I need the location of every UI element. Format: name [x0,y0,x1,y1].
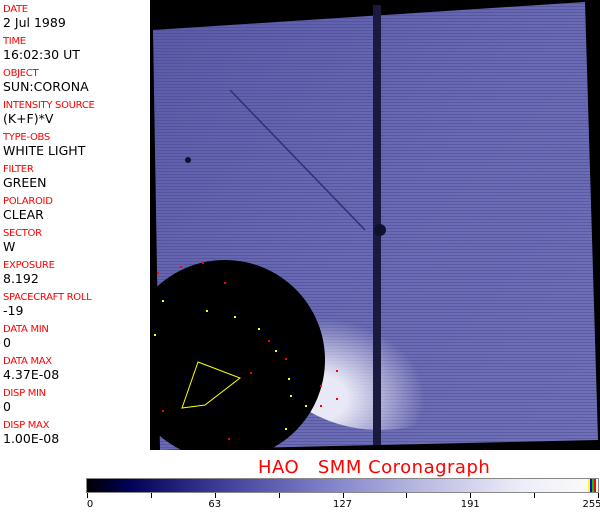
colorbar-tick [470,493,472,498]
colorbar [86,478,599,493]
field-label: DATA MAX [3,356,52,367]
field-value: 1.00E-08 [3,431,60,446]
field-label: EXPOSURE [3,260,55,271]
field-value: CLEAR [3,207,44,222]
colorbar-tick [534,493,536,498]
colorbar-end-yellow [588,479,590,492]
colorbar-end-blue [590,479,592,492]
field-label: FILTER [3,164,34,175]
field-label: INTENSITY SOURCE [3,100,95,111]
colorbar-tick-label: 0 [86,499,94,510]
field-value: 16:02:30 UT [3,47,80,62]
field-label: OBJECT [3,68,39,79]
coronagraph-image [125,0,600,460]
colorbar-tick-label: 63 [208,499,222,510]
field-label: SECTOR [3,228,42,239]
colorbar-tick [150,493,152,498]
colorbar-end-red [594,479,596,492]
colorbar-tick-label: 255 [582,499,600,510]
colorbar-tick [278,493,280,498]
sector-outline [181,361,242,409]
field-value: WHITE LIGHT [3,143,86,158]
field-value: 0 [3,399,11,414]
colorbar-end-green [592,479,594,492]
field-value: W [3,239,16,254]
field-label: DISP MAX [3,420,50,431]
field-value: GREEN [3,175,47,190]
corona-image-svg [125,2,598,460]
colorbar-tick [598,493,599,498]
field-value: -19 [3,303,24,318]
occulting-disk [125,260,325,460]
field-value: SUN:CORONA [3,79,89,94]
colorbar-tick-label: 127 [332,499,353,510]
field-label: DATA MIN [3,324,49,335]
colorbar-tick-label: 191 [460,499,480,510]
field-value: 8.192 [3,271,39,286]
red-markers [157,262,338,440]
colorbar-tick [342,493,344,498]
field-value: 0 [3,335,11,350]
header-info-panel: DATE 2 Jul 1989 TIME 16:02:30 UT OBJECT SUN:C… [0,0,150,450]
field-value: 2 Jul 1989 [3,15,66,30]
colorbar-tick [214,493,216,498]
field-label: POLAROID [3,196,53,207]
field-label: TYPE-OBS [3,132,50,143]
colorbar-tick [406,493,408,498]
field-value: 4.37E-08 [3,367,60,382]
instrument-title: HAO SMM Coronagraph [258,457,491,478]
colorbar-tick [87,493,88,498]
field-label: DATE [3,4,28,15]
field-label: TIME [3,36,26,47]
field-value: (K+F)*V [3,111,54,126]
yellow-markers [154,300,307,430]
field-label: SPACECRAFT ROLL [3,292,92,303]
field-label: DISP MIN [3,388,46,399]
